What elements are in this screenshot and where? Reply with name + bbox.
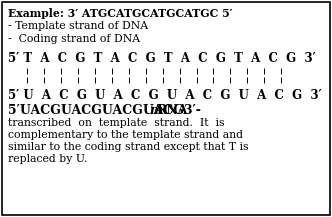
Text: similar to the coding strand except that T is: similar to the coding strand except that… (8, 142, 248, 152)
Text: 5′ U  A  C  G  U  A  C  G  U  A  C  G  U  A  C  G  3′: 5′ U A C G U A C G U A C G U A C G 3′ (8, 89, 322, 102)
Text: m: m (149, 104, 162, 117)
Text: 5′ T  A  C  G  T  A  C  G  T  A  C  G  T  A  C  G  3′: 5′ T A C G T A C G T A C G T A C G 3′ (8, 52, 316, 65)
Text: 5′UACGUACGUACGUACG3′-: 5′UACGUACGUACGUACG3′- (8, 104, 201, 117)
Text: -  Coding strand of DNA: - Coding strand of DNA (8, 34, 140, 44)
Text: RNA: RNA (156, 104, 188, 117)
Text: complementary to the template strand and: complementary to the template strand and (8, 130, 243, 140)
Text: replaced by U.: replaced by U. (8, 154, 87, 164)
Text: Example: 3′ ATGCATGCATGCATGC 5′: Example: 3′ ATGCATGCATGCATGC 5′ (8, 8, 233, 19)
Text: transcribed  on  template  strand.  It  is: transcribed on template strand. It is (8, 118, 224, 128)
Text: - Template strand of DNA: - Template strand of DNA (8, 21, 148, 31)
